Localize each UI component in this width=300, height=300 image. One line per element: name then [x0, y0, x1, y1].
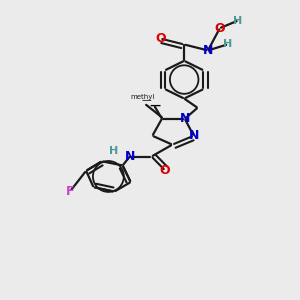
Text: H: H — [109, 146, 119, 156]
Text: H: H — [233, 16, 242, 26]
Text: N: N — [203, 44, 213, 57]
Text: H: H — [223, 40, 232, 50]
Text: O: O — [160, 164, 170, 177]
Text: —: — — [141, 95, 151, 105]
Text: N: N — [180, 112, 190, 125]
Text: methyl: methyl — [130, 94, 155, 100]
Text: N: N — [124, 150, 135, 163]
Text: O: O — [155, 32, 166, 45]
Text: F: F — [66, 184, 75, 197]
Text: O: O — [214, 22, 225, 34]
Text: N: N — [188, 129, 199, 142]
Text: —: — — [149, 101, 160, 111]
